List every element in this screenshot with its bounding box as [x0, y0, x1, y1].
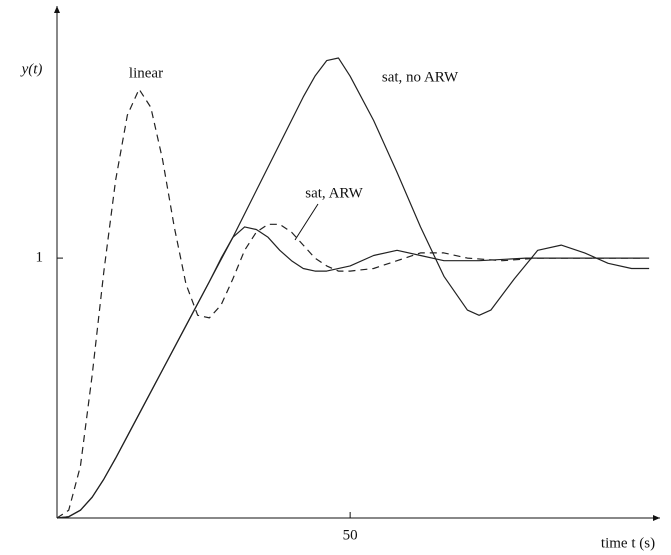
y-label: y(t) [20, 61, 43, 77]
x-label: time t (s) [601, 535, 655, 551]
series-line [56, 226, 650, 519]
y-tick-label: 1 [36, 250, 44, 266]
annotation: sat, no ARW [382, 69, 459, 85]
x-tick-label: 50 [343, 527, 358, 543]
annotation: linear [129, 65, 163, 81]
series-line [56, 57, 650, 519]
series-line [56, 88, 644, 519]
leader-line [294, 203, 319, 241]
annotation: sat, ARW [305, 185, 363, 201]
